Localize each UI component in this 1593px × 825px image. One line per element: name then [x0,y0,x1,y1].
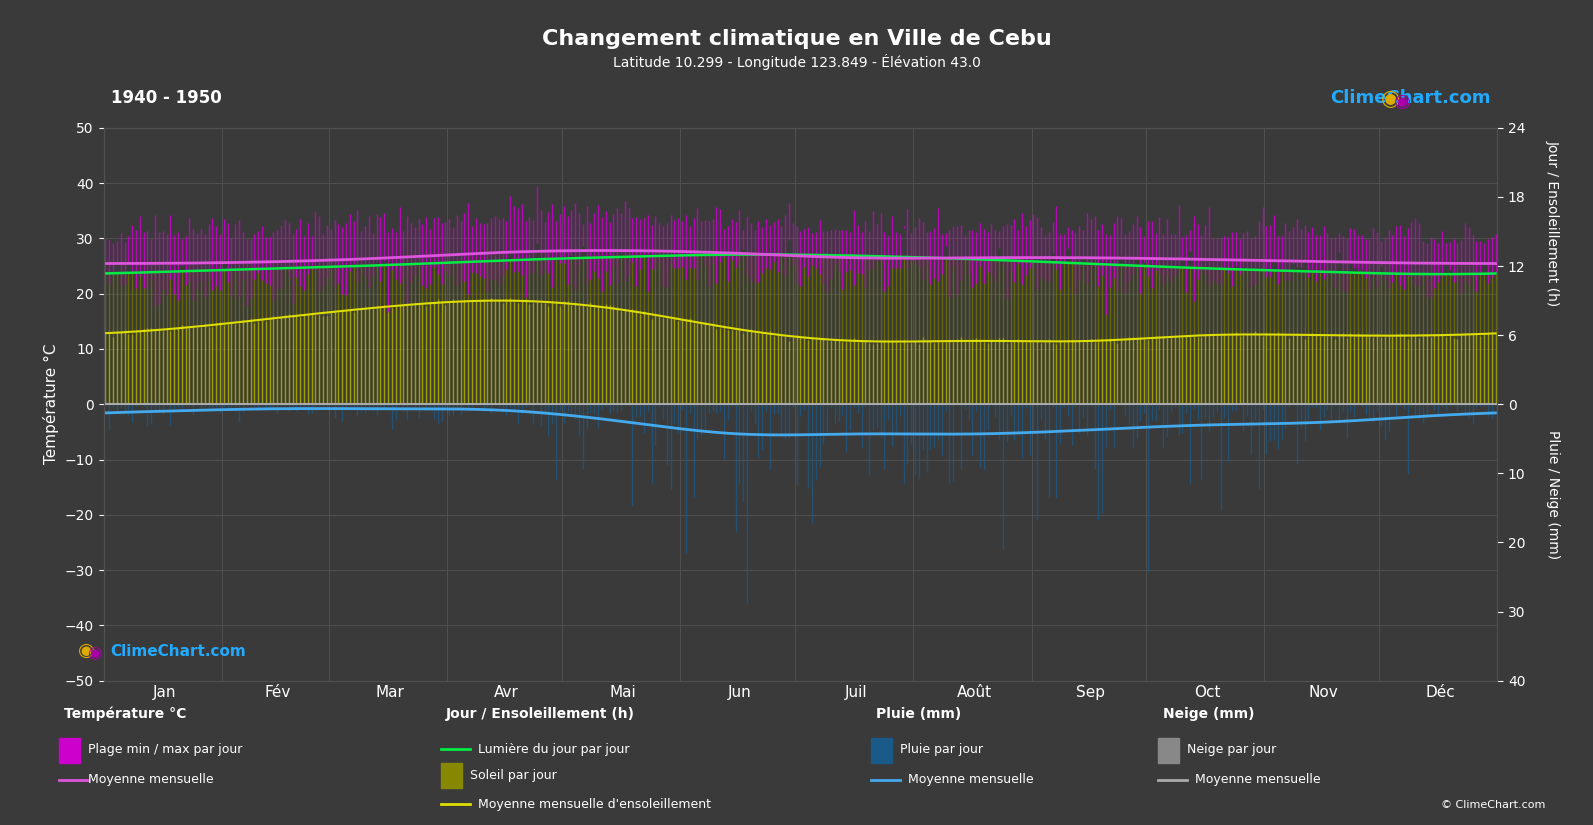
Y-axis label: Température °C: Température °C [43,344,59,464]
Text: ClimeChart.com: ClimeChart.com [110,644,247,658]
Text: Température °C: Température °C [64,706,186,721]
Text: ◉: ◉ [78,641,96,660]
Text: Moyenne mensuelle: Moyenne mensuelle [908,773,1034,786]
Text: © ClimeChart.com: © ClimeChart.com [1440,800,1545,810]
Text: Moyenne mensuelle: Moyenne mensuelle [88,773,213,786]
Text: ClimeChart.com: ClimeChart.com [1330,89,1491,107]
Text: Latitude 10.299 - Longitude 123.849 - Élévation 43.0: Latitude 10.299 - Longitude 123.849 - Él… [613,54,980,69]
Text: Moyenne mensuelle d'ensoleillement: Moyenne mensuelle d'ensoleillement [478,798,710,811]
Text: 1940 - 1950: 1940 - 1950 [110,89,221,107]
Text: Lumière du jour par jour: Lumière du jour par jour [478,742,629,756]
Text: Moyenne mensuelle: Moyenne mensuelle [1195,773,1321,786]
Text: Jour / Ensoleillement (h): Jour / Ensoleillement (h) [1547,139,1560,306]
Text: Pluie par jour: Pluie par jour [900,742,983,756]
Text: Pluie / Neige (mm): Pluie / Neige (mm) [1547,431,1560,559]
Text: ◉: ◉ [1381,89,1400,109]
Text: Plage min / max par jour: Plage min / max par jour [88,742,242,756]
Text: Neige (mm): Neige (mm) [1163,707,1254,721]
Text: Soleil par jour: Soleil par jour [470,769,556,782]
Text: ◉: ◉ [88,644,102,662]
Text: Pluie (mm): Pluie (mm) [876,707,962,721]
Text: Neige par jour: Neige par jour [1187,742,1276,756]
Text: ◉: ◉ [1394,92,1411,111]
Text: Changement climatique en Ville de Cebu: Changement climatique en Ville de Cebu [542,29,1051,49]
Text: Jour / Ensoleillement (h): Jour / Ensoleillement (h) [446,707,636,721]
